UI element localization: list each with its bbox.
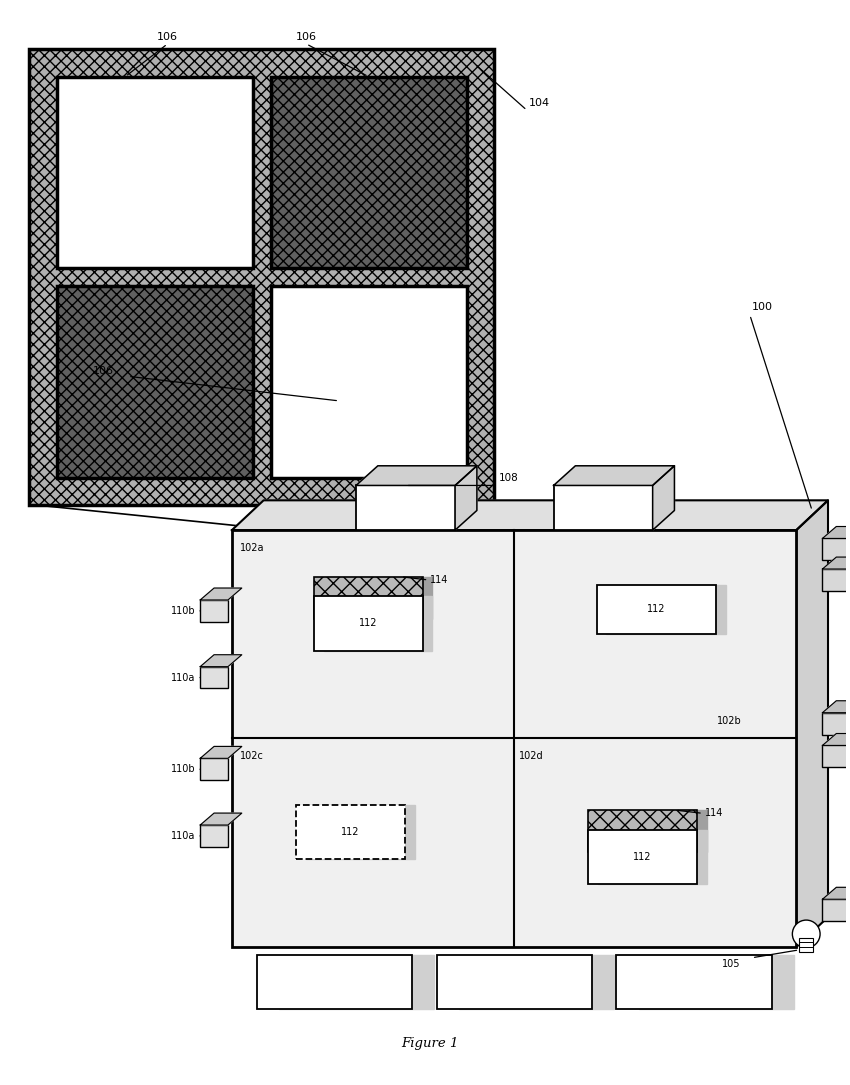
Bar: [29, 49, 495, 506]
Bar: [57, 77, 252, 268]
Bar: [270, 286, 467, 477]
Polygon shape: [356, 465, 477, 485]
Polygon shape: [459, 955, 614, 1009]
Text: 106: 106: [157, 31, 178, 42]
Text: 102d: 102d: [519, 751, 544, 762]
Text: 104: 104: [529, 99, 550, 109]
Polygon shape: [653, 465, 674, 531]
Text: 110b: 110b: [171, 605, 196, 616]
Bar: [201, 600, 228, 622]
Text: 112: 112: [633, 852, 652, 861]
Polygon shape: [823, 888, 850, 899]
Bar: [588, 830, 697, 884]
Polygon shape: [823, 557, 850, 569]
Polygon shape: [306, 804, 415, 859]
Text: 102a: 102a: [240, 542, 264, 553]
Bar: [57, 286, 252, 477]
Polygon shape: [232, 500, 828, 531]
Bar: [314, 596, 422, 651]
Text: Figure 1: Figure 1: [401, 1036, 459, 1049]
Polygon shape: [598, 830, 707, 884]
Polygon shape: [638, 955, 794, 1009]
Bar: [356, 485, 455, 531]
Polygon shape: [201, 654, 241, 666]
Polygon shape: [201, 746, 241, 758]
Bar: [616, 955, 772, 1009]
Text: 100: 100: [751, 302, 773, 311]
Polygon shape: [598, 810, 707, 853]
Bar: [588, 810, 697, 853]
Text: 114: 114: [705, 808, 723, 818]
Polygon shape: [455, 465, 477, 531]
Text: 110b: 110b: [171, 764, 196, 775]
Polygon shape: [201, 813, 241, 825]
Polygon shape: [823, 526, 850, 538]
Bar: [823, 713, 850, 735]
Bar: [823, 899, 850, 921]
Bar: [823, 538, 850, 560]
Bar: [270, 77, 467, 268]
Bar: [823, 745, 850, 767]
Text: 110a: 110a: [171, 831, 196, 841]
Bar: [201, 666, 228, 689]
Polygon shape: [201, 588, 241, 600]
Text: 112: 112: [647, 604, 666, 614]
Circle shape: [792, 920, 820, 948]
Bar: [437, 955, 592, 1009]
Text: 112: 112: [359, 618, 377, 628]
Text: 106: 106: [94, 367, 114, 376]
Bar: [201, 758, 228, 780]
Bar: [257, 955, 411, 1009]
Polygon shape: [324, 596, 433, 651]
Polygon shape: [279, 955, 434, 1009]
Bar: [823, 569, 850, 591]
Bar: [296, 804, 405, 859]
Text: 110a: 110a: [171, 673, 196, 682]
Text: 106: 106: [296, 31, 317, 42]
Bar: [314, 577, 422, 618]
Bar: [799, 937, 813, 952]
Text: 105: 105: [722, 959, 740, 969]
Polygon shape: [606, 585, 726, 635]
Text: 114: 114: [430, 575, 449, 585]
Text: 108: 108: [499, 472, 519, 483]
Polygon shape: [796, 500, 828, 947]
Polygon shape: [553, 465, 674, 485]
Polygon shape: [823, 701, 850, 713]
Polygon shape: [324, 577, 433, 618]
Text: 102c: 102c: [240, 751, 264, 762]
Bar: [553, 485, 653, 531]
Polygon shape: [823, 733, 850, 745]
Bar: [232, 531, 796, 947]
Bar: [597, 585, 717, 635]
Bar: [201, 825, 228, 847]
Text: 102b: 102b: [717, 716, 742, 726]
Text: 112: 112: [341, 827, 360, 837]
